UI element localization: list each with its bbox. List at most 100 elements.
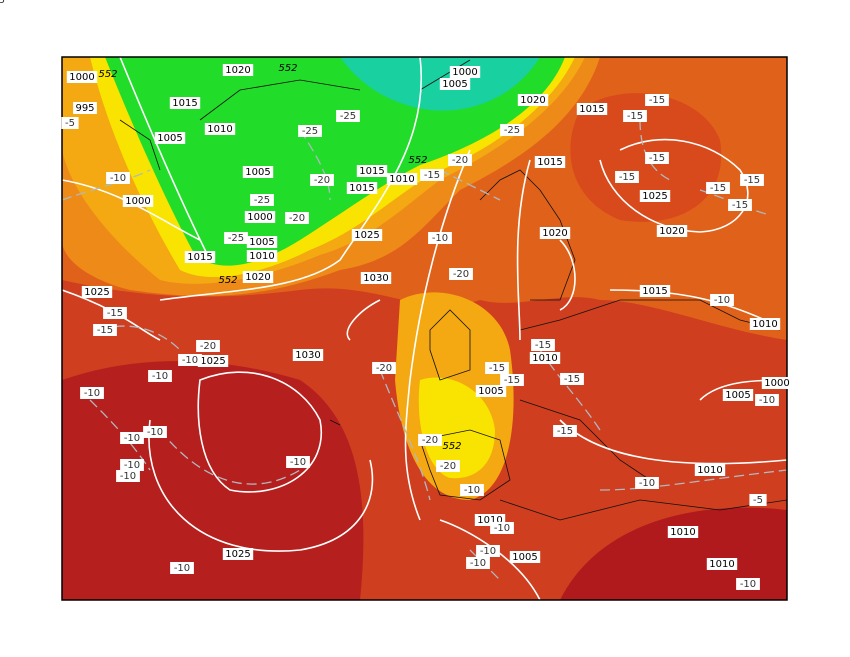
label-box — [553, 425, 577, 437]
label-box — [222, 64, 254, 76]
temperature-label: -10 — [290, 457, 306, 468]
label-box — [761, 377, 793, 389]
label-box — [154, 132, 186, 144]
label-box — [184, 251, 216, 263]
temperature-label: -15 — [564, 374, 580, 385]
temperature-label: -10 — [464, 485, 480, 496]
pressure-label: 995 — [75, 103, 94, 114]
pressure-label: 1005 — [157, 133, 182, 144]
pressure-label: 1000 — [452, 67, 477, 78]
pressure-label: 1010 — [477, 515, 502, 526]
temperature-label: -10 — [714, 295, 730, 306]
label-box — [120, 432, 144, 444]
pressure-label: 1025 — [84, 287, 109, 298]
label-box — [298, 125, 322, 137]
temperature-label: -20 — [314, 175, 330, 186]
temperature-label: -5 — [0, 0, 5, 6]
temperature-label: -15 — [627, 111, 643, 122]
label-box — [0, 0, 9, 6]
label-box — [246, 236, 278, 248]
pressure-label: 1020 — [225, 65, 250, 76]
temperature-label: -15 — [107, 308, 123, 319]
label-box — [116, 470, 140, 482]
pressure-label: 1010 — [697, 465, 722, 476]
temperature-label: -10 — [432, 233, 448, 244]
label-box — [639, 285, 671, 297]
label-box — [529, 352, 561, 364]
label-box — [222, 548, 254, 560]
temperature-label: -10 — [124, 433, 140, 444]
temperature-label: -15 — [535, 340, 551, 351]
label-box — [428, 232, 452, 244]
temperature-label: -15 — [649, 153, 665, 164]
label-box — [418, 434, 442, 446]
pressure-label: 1000 — [247, 212, 272, 223]
label-box — [61, 117, 79, 129]
thickness-label: 552 — [218, 275, 237, 286]
label-box — [740, 174, 764, 186]
label-box — [351, 229, 383, 241]
label-box — [310, 174, 334, 186]
pressure-label: 1005 — [478, 386, 503, 397]
temperature-label: -15 — [744, 175, 760, 186]
temperature-label: -25 — [340, 111, 356, 122]
pressure-label: 1025 — [642, 191, 667, 202]
label-box — [120, 459, 144, 471]
pressure-label: 1005 — [442, 79, 467, 90]
label-box — [285, 212, 309, 224]
label-box — [106, 172, 130, 184]
label-box — [250, 194, 274, 206]
pressure-label: 1030 — [295, 350, 320, 361]
pressure-label: 1025 — [200, 356, 225, 367]
label-box — [246, 250, 278, 262]
pressure-label: 1015 — [537, 157, 562, 168]
label-box — [476, 545, 500, 557]
label-box — [66, 71, 98, 83]
temperature-label: -25 — [504, 125, 520, 136]
temperature-label: -15 — [424, 170, 440, 181]
label-box — [755, 394, 779, 406]
pressure-label: 1005 — [512, 552, 537, 563]
temperature-label: -10 — [110, 173, 126, 184]
label-box — [170, 562, 194, 574]
label-box — [576, 103, 608, 115]
label-box — [196, 340, 220, 352]
label-box — [500, 124, 524, 136]
label-box — [346, 182, 378, 194]
pressure-label: 1015 — [187, 252, 212, 263]
pressure-label: 1010 — [532, 353, 557, 364]
label-box — [244, 211, 276, 223]
label-box — [635, 477, 659, 489]
temperature-label: -20 — [200, 341, 216, 352]
label-box — [623, 110, 647, 122]
thickness-label: 552 — [98, 69, 117, 80]
label-box — [204, 123, 236, 135]
temperature-label: -20 — [452, 155, 468, 166]
pressure-label: 1010 — [709, 559, 734, 570]
pressure-label: 1020 — [659, 226, 684, 237]
temperature-label: -25 — [302, 126, 318, 137]
temperature-label: -20 — [376, 363, 392, 374]
label-box — [539, 227, 571, 239]
temperature-label: -10 — [639, 478, 655, 489]
label-box — [706, 558, 738, 570]
thickness-label: 552 — [442, 441, 461, 452]
pressure-label: 1015 — [579, 104, 604, 115]
label-box — [81, 286, 113, 298]
label-box — [694, 464, 726, 476]
thickness-label: 552 — [278, 63, 297, 74]
temperature-label: -10 — [740, 579, 756, 590]
thickness-label: 552 — [408, 155, 427, 166]
temperature-label: -25 — [254, 195, 270, 206]
label-box — [560, 373, 584, 385]
pressure-label: 1020 — [542, 228, 567, 239]
label-box — [197, 355, 229, 367]
label-box — [224, 232, 248, 244]
label-box — [466, 557, 490, 569]
pressure-label: 1005 — [245, 167, 270, 178]
label-box — [667, 526, 699, 538]
label-box — [169, 97, 201, 109]
label-box — [386, 173, 418, 185]
pressure-label: 1010 — [670, 527, 695, 538]
